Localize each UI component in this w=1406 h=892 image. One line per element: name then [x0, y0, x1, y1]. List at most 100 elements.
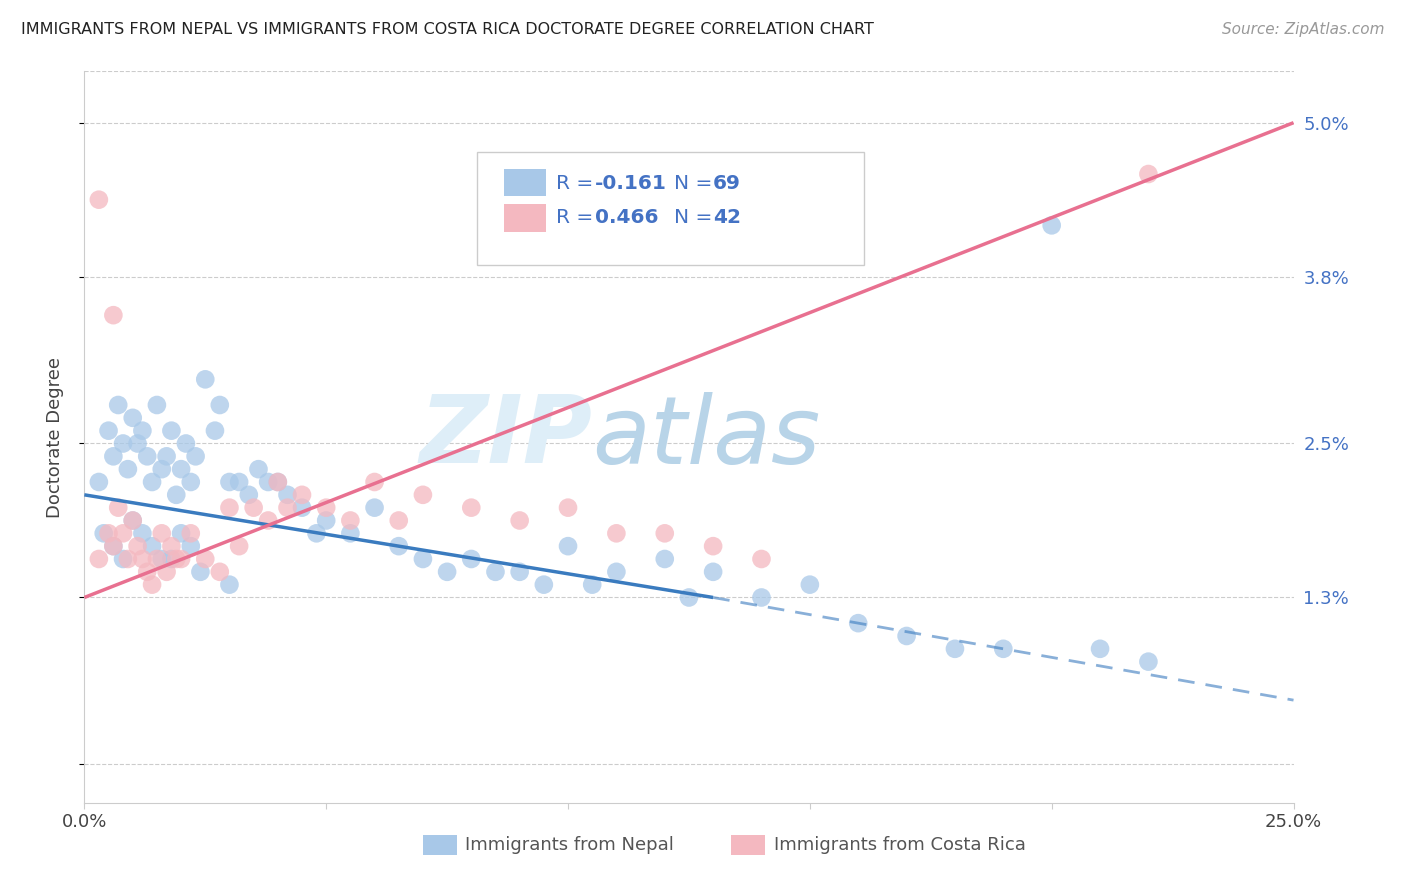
Point	[1137, 167, 1160, 181]
Point	[112, 436, 135, 450]
Point	[155, 565, 177, 579]
Point	[1040, 219, 1063, 233]
Point	[460, 552, 482, 566]
Point	[146, 398, 169, 412]
Point	[127, 539, 149, 553]
Point	[605, 565, 627, 579]
Point	[247, 462, 270, 476]
Point	[315, 500, 337, 515]
Point	[605, 526, 627, 541]
Point	[103, 308, 125, 322]
Point	[412, 552, 434, 566]
Point	[112, 552, 135, 566]
Point	[141, 577, 163, 591]
Text: 69: 69	[713, 174, 741, 193]
Point	[509, 565, 531, 579]
Text: Immigrants from Costa Rica: Immigrants from Costa Rica	[773, 836, 1025, 855]
Point	[363, 500, 385, 515]
Text: Immigrants from Nepal: Immigrants from Nepal	[465, 836, 673, 855]
Point	[228, 539, 250, 553]
Point	[581, 577, 603, 591]
Point	[846, 616, 869, 631]
Text: IMMIGRANTS FROM NEPAL VS IMMIGRANTS FROM COSTA RICA DOCTORATE DEGREE CORRELATION: IMMIGRANTS FROM NEPAL VS IMMIGRANTS FROM…	[21, 22, 875, 37]
Point	[136, 450, 159, 464]
Point	[150, 462, 173, 476]
Point	[509, 514, 531, 528]
Text: atlas: atlas	[592, 392, 821, 483]
Point	[121, 410, 143, 425]
Point	[943, 641, 966, 656]
Y-axis label: Doctorate Degree: Doctorate Degree	[45, 357, 63, 517]
Point	[388, 514, 411, 528]
Text: N =: N =	[675, 208, 720, 227]
Point	[190, 565, 212, 579]
Point	[1137, 655, 1160, 669]
Point	[180, 539, 202, 553]
Text: -0.161: -0.161	[595, 174, 666, 193]
Point	[228, 475, 250, 489]
Point	[315, 514, 337, 528]
Point	[257, 475, 280, 489]
Point	[484, 565, 506, 579]
Point	[751, 591, 773, 605]
Point	[654, 552, 676, 566]
Point	[117, 552, 139, 566]
Point	[87, 193, 110, 207]
Point	[702, 539, 724, 553]
Point	[97, 526, 120, 541]
Point	[557, 539, 579, 553]
Point	[150, 552, 173, 566]
Point	[291, 500, 314, 515]
Point	[121, 514, 143, 528]
Point	[276, 488, 298, 502]
Text: 0.466: 0.466	[595, 208, 658, 227]
Point	[180, 475, 202, 489]
Point	[267, 475, 290, 489]
Point	[678, 591, 700, 605]
Point	[208, 565, 231, 579]
Point	[174, 436, 197, 450]
Point	[87, 475, 110, 489]
Point	[121, 514, 143, 528]
Point	[799, 577, 821, 591]
Point	[160, 552, 183, 566]
Point	[238, 488, 260, 502]
Point	[218, 577, 240, 591]
FancyBboxPatch shape	[423, 835, 457, 855]
Point	[170, 552, 193, 566]
Point	[117, 462, 139, 476]
Point	[194, 552, 217, 566]
Point	[204, 424, 226, 438]
Point	[993, 641, 1015, 656]
Point	[160, 424, 183, 438]
Point	[751, 552, 773, 566]
Point	[112, 526, 135, 541]
Text: Source: ZipAtlas.com: Source: ZipAtlas.com	[1222, 22, 1385, 37]
Point	[141, 539, 163, 553]
Point	[103, 450, 125, 464]
Point	[107, 398, 129, 412]
Point	[339, 526, 361, 541]
Point	[218, 475, 240, 489]
Point	[93, 526, 115, 541]
Point	[155, 450, 177, 464]
Point	[127, 436, 149, 450]
Point	[87, 552, 110, 566]
Point	[388, 539, 411, 553]
Point	[460, 500, 482, 515]
Point	[339, 514, 361, 528]
Text: R =: R =	[555, 208, 599, 227]
Text: R =: R =	[555, 174, 599, 193]
Point	[194, 372, 217, 386]
FancyBboxPatch shape	[503, 169, 547, 196]
Point	[146, 552, 169, 566]
Point	[436, 565, 458, 579]
Point	[97, 424, 120, 438]
FancyBboxPatch shape	[731, 835, 765, 855]
Point	[160, 539, 183, 553]
Point	[276, 500, 298, 515]
Point	[131, 552, 153, 566]
Point	[165, 552, 187, 566]
Point	[218, 500, 240, 515]
Point	[136, 565, 159, 579]
